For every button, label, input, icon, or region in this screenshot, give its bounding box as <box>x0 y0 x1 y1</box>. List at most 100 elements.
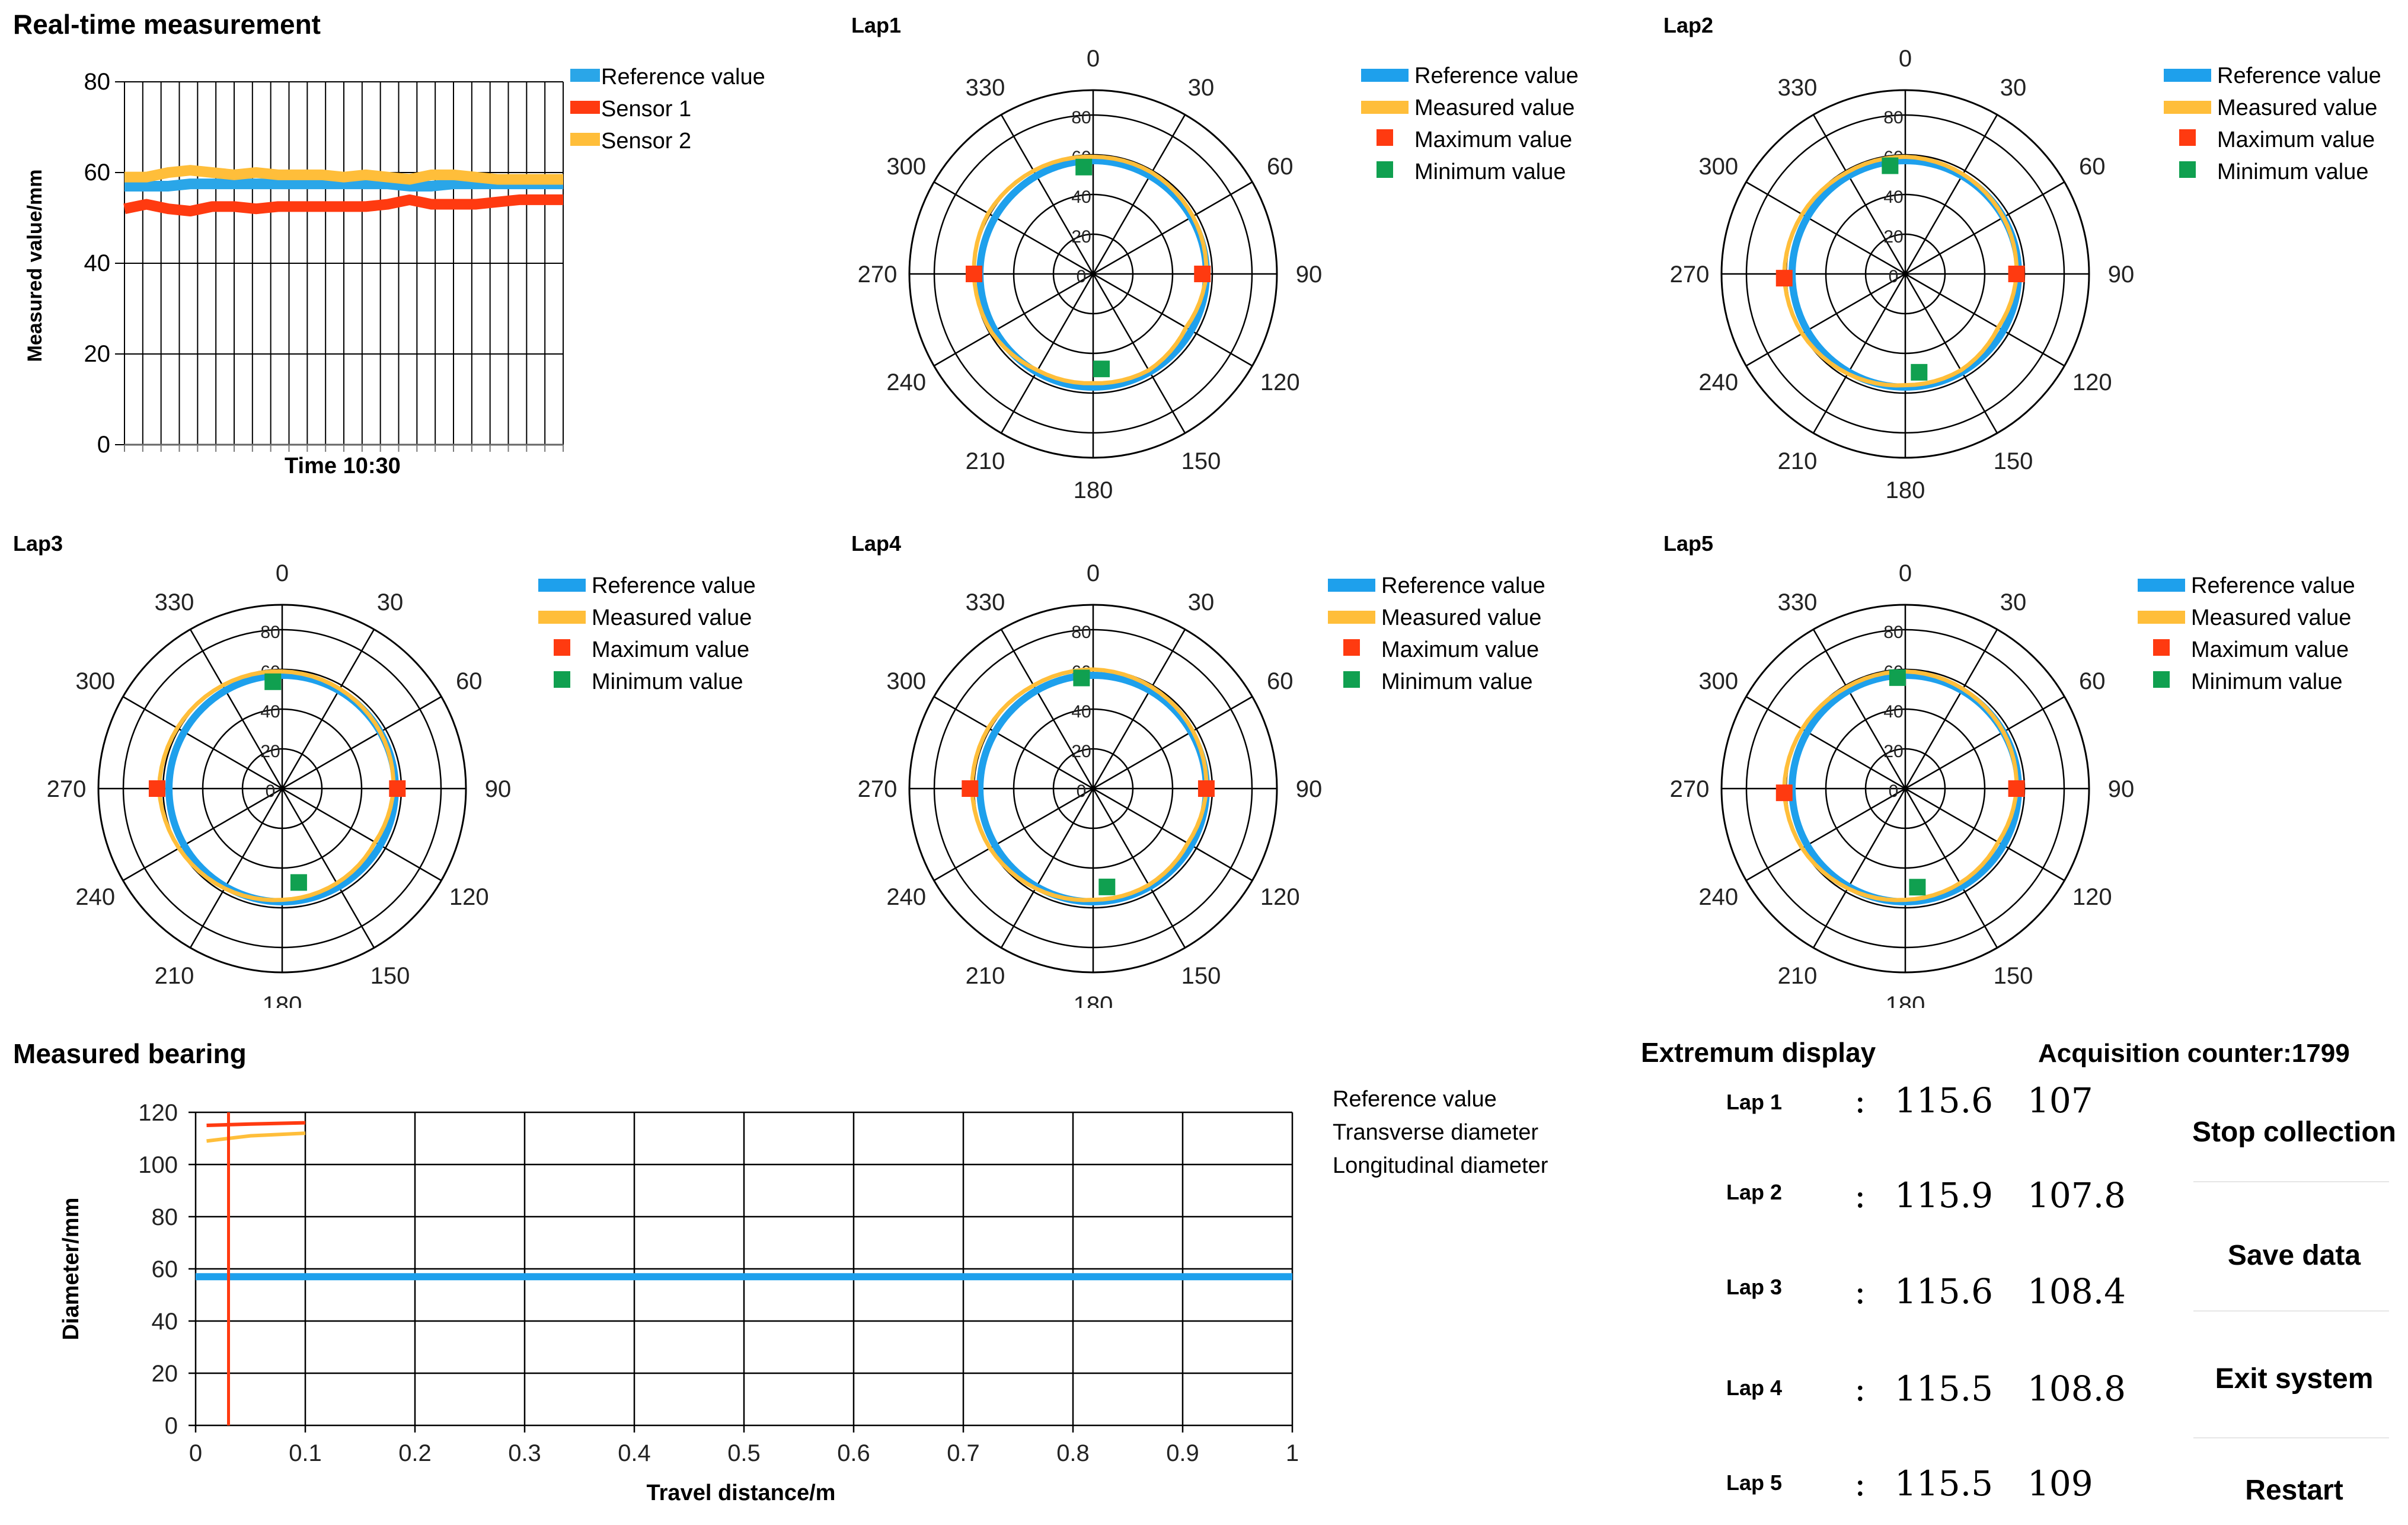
radius-tick-label: 20 <box>260 742 280 761</box>
angle-tick-label: 150 <box>1181 448 1221 474</box>
polar-spoke <box>1092 788 1186 949</box>
polar-spoke <box>1093 181 1253 275</box>
polar-spoke <box>281 788 375 949</box>
y-tick-label: 40 <box>152 1309 178 1335</box>
angle-tick-label: 210 <box>1778 963 1818 989</box>
polar-spoke <box>1745 787 1906 882</box>
legend-swatch <box>1328 579 1375 592</box>
series-line-2 <box>206 1121 306 1127</box>
maximum-marker <box>966 266 982 282</box>
radius-tick-label: 80 <box>260 623 280 642</box>
minimum-marker <box>1882 157 1899 174</box>
legend-swatch <box>1377 161 1393 178</box>
minimum-marker <box>1093 360 1110 378</box>
polar-spoke <box>1745 273 1906 367</box>
extremum-lap-label: Lap 5 <box>1726 1470 1783 1495</box>
y-tick-label: 80 <box>84 69 111 95</box>
angle-tick-label: 270 <box>858 776 898 802</box>
angle-tick-label: 210 <box>966 448 1005 474</box>
angle-tick-label: 150 <box>1181 963 1221 989</box>
polar-spoke <box>281 628 375 789</box>
legend-swatch <box>2164 69 2211 82</box>
angle-tick-label: 150 <box>371 963 410 989</box>
legend-label: Measured value <box>592 605 752 630</box>
legend-label: Reference value <box>601 65 765 90</box>
angle-tick-label: 180 <box>1074 992 1113 1008</box>
angle-tick-label: 330 <box>966 75 1005 101</box>
polar-spoke <box>1000 788 1094 949</box>
angle-tick-label: 90 <box>1296 261 1323 288</box>
extremum-max: 115.5 <box>1895 1463 1994 1504</box>
extremum-colon: : <box>1854 1271 1866 1312</box>
polar-spoke <box>1092 273 1186 434</box>
series-line-2 <box>123 194 563 217</box>
radius-tick-label: 40 <box>1883 702 1903 722</box>
y-tick-label: 0 <box>165 1413 178 1439</box>
legend-swatch <box>538 579 586 592</box>
legend-swatch <box>554 671 570 688</box>
minimum-marker <box>1889 669 1906 686</box>
legend-label: Sensor 2 <box>601 129 691 154</box>
measured-curve <box>157 669 396 902</box>
polar-spoke <box>1905 181 2065 275</box>
polar-spoke <box>282 695 442 790</box>
maximum-marker <box>2008 780 2025 797</box>
y-tick-label: 0 <box>97 432 110 458</box>
y-axis-label: Diameter/mm <box>59 1198 84 1341</box>
angle-tick-label: 120 <box>2072 884 2112 910</box>
extremum-lap-label: Lap 2 <box>1726 1180 1783 1204</box>
minimum-marker <box>264 673 282 690</box>
lap5-polar-chart: 0306090120150180210240270300330020406080… <box>1670 560 2355 1008</box>
y-tick-label: 20 <box>152 1361 178 1387</box>
polar-spoke <box>1093 695 1253 790</box>
polar-spoke <box>1812 628 1906 789</box>
polar-spoke <box>1904 628 1998 789</box>
extremum-colon: : <box>1854 1080 1866 1121</box>
angle-tick-label: 60 <box>1267 668 1294 694</box>
legend-label: Longitudinal diameter <box>1333 1153 1548 1178</box>
legend-label: Measured value <box>1381 605 1541 630</box>
angle-tick-label: 330 <box>155 589 194 615</box>
legend-label: Measured value <box>2217 95 2377 120</box>
x-tick-label: 0.1 <box>289 1440 322 1466</box>
button-divider <box>2193 1437 2389 1438</box>
restart-button[interactable]: Restart <box>2182 1469 2407 1511</box>
polar-spoke <box>1905 695 2065 790</box>
angle-tick-label: 150 <box>1994 448 2033 474</box>
extremum-max: 115.9 <box>1895 1175 1994 1215</box>
legend-swatch <box>2179 161 2196 178</box>
radius-tick-label: 40 <box>260 702 280 722</box>
radius-tick-label: 80 <box>1883 623 1903 642</box>
polar-spoke <box>122 695 283 790</box>
legend-swatch <box>570 101 600 114</box>
x-tick-label: 0.2 <box>398 1440 432 1466</box>
stop-collection-button[interactable]: Stop collection <box>2182 1111 2407 1153</box>
angle-tick-label: 210 <box>155 963 194 989</box>
polar-spoke <box>282 787 442 882</box>
legend-label: Minimum value <box>2217 159 2369 184</box>
angle-tick-label: 330 <box>966 589 1005 615</box>
angle-tick-label: 30 <box>377 589 404 615</box>
polar-spoke <box>189 788 283 949</box>
angle-tick-label: 120 <box>1260 369 1300 395</box>
angle-tick-label: 180 <box>1886 992 1925 1008</box>
lap3-title: Lap3 <box>13 531 63 556</box>
angle-tick-label: 300 <box>886 154 926 180</box>
radius-tick-label: 20 <box>1071 742 1091 761</box>
legend-swatch <box>2153 671 2170 688</box>
radius-tick-label: 0 <box>1077 267 1087 286</box>
legend-swatch <box>538 611 586 624</box>
lap3-polar-chart: 0306090120150180210240270300330020406080… <box>47 560 756 1008</box>
legend-swatch <box>2164 101 2211 114</box>
legend-swatch <box>1361 69 1409 82</box>
radius-tick-label: 0 <box>266 781 276 801</box>
save-data-button[interactable]: Save data <box>2182 1234 2407 1276</box>
radius-tick-label: 0 <box>1889 781 1899 801</box>
exit-system-button[interactable]: Exit system <box>2182 1358 2407 1399</box>
angle-tick-label: 120 <box>449 884 489 910</box>
x-tick-label: 0.9 <box>1166 1440 1199 1466</box>
polar-spoke <box>1092 628 1186 789</box>
legend-label: Minimum value <box>1381 669 1533 694</box>
y-tick-label: 120 <box>138 1100 178 1126</box>
minimum-marker <box>1909 879 1926 896</box>
